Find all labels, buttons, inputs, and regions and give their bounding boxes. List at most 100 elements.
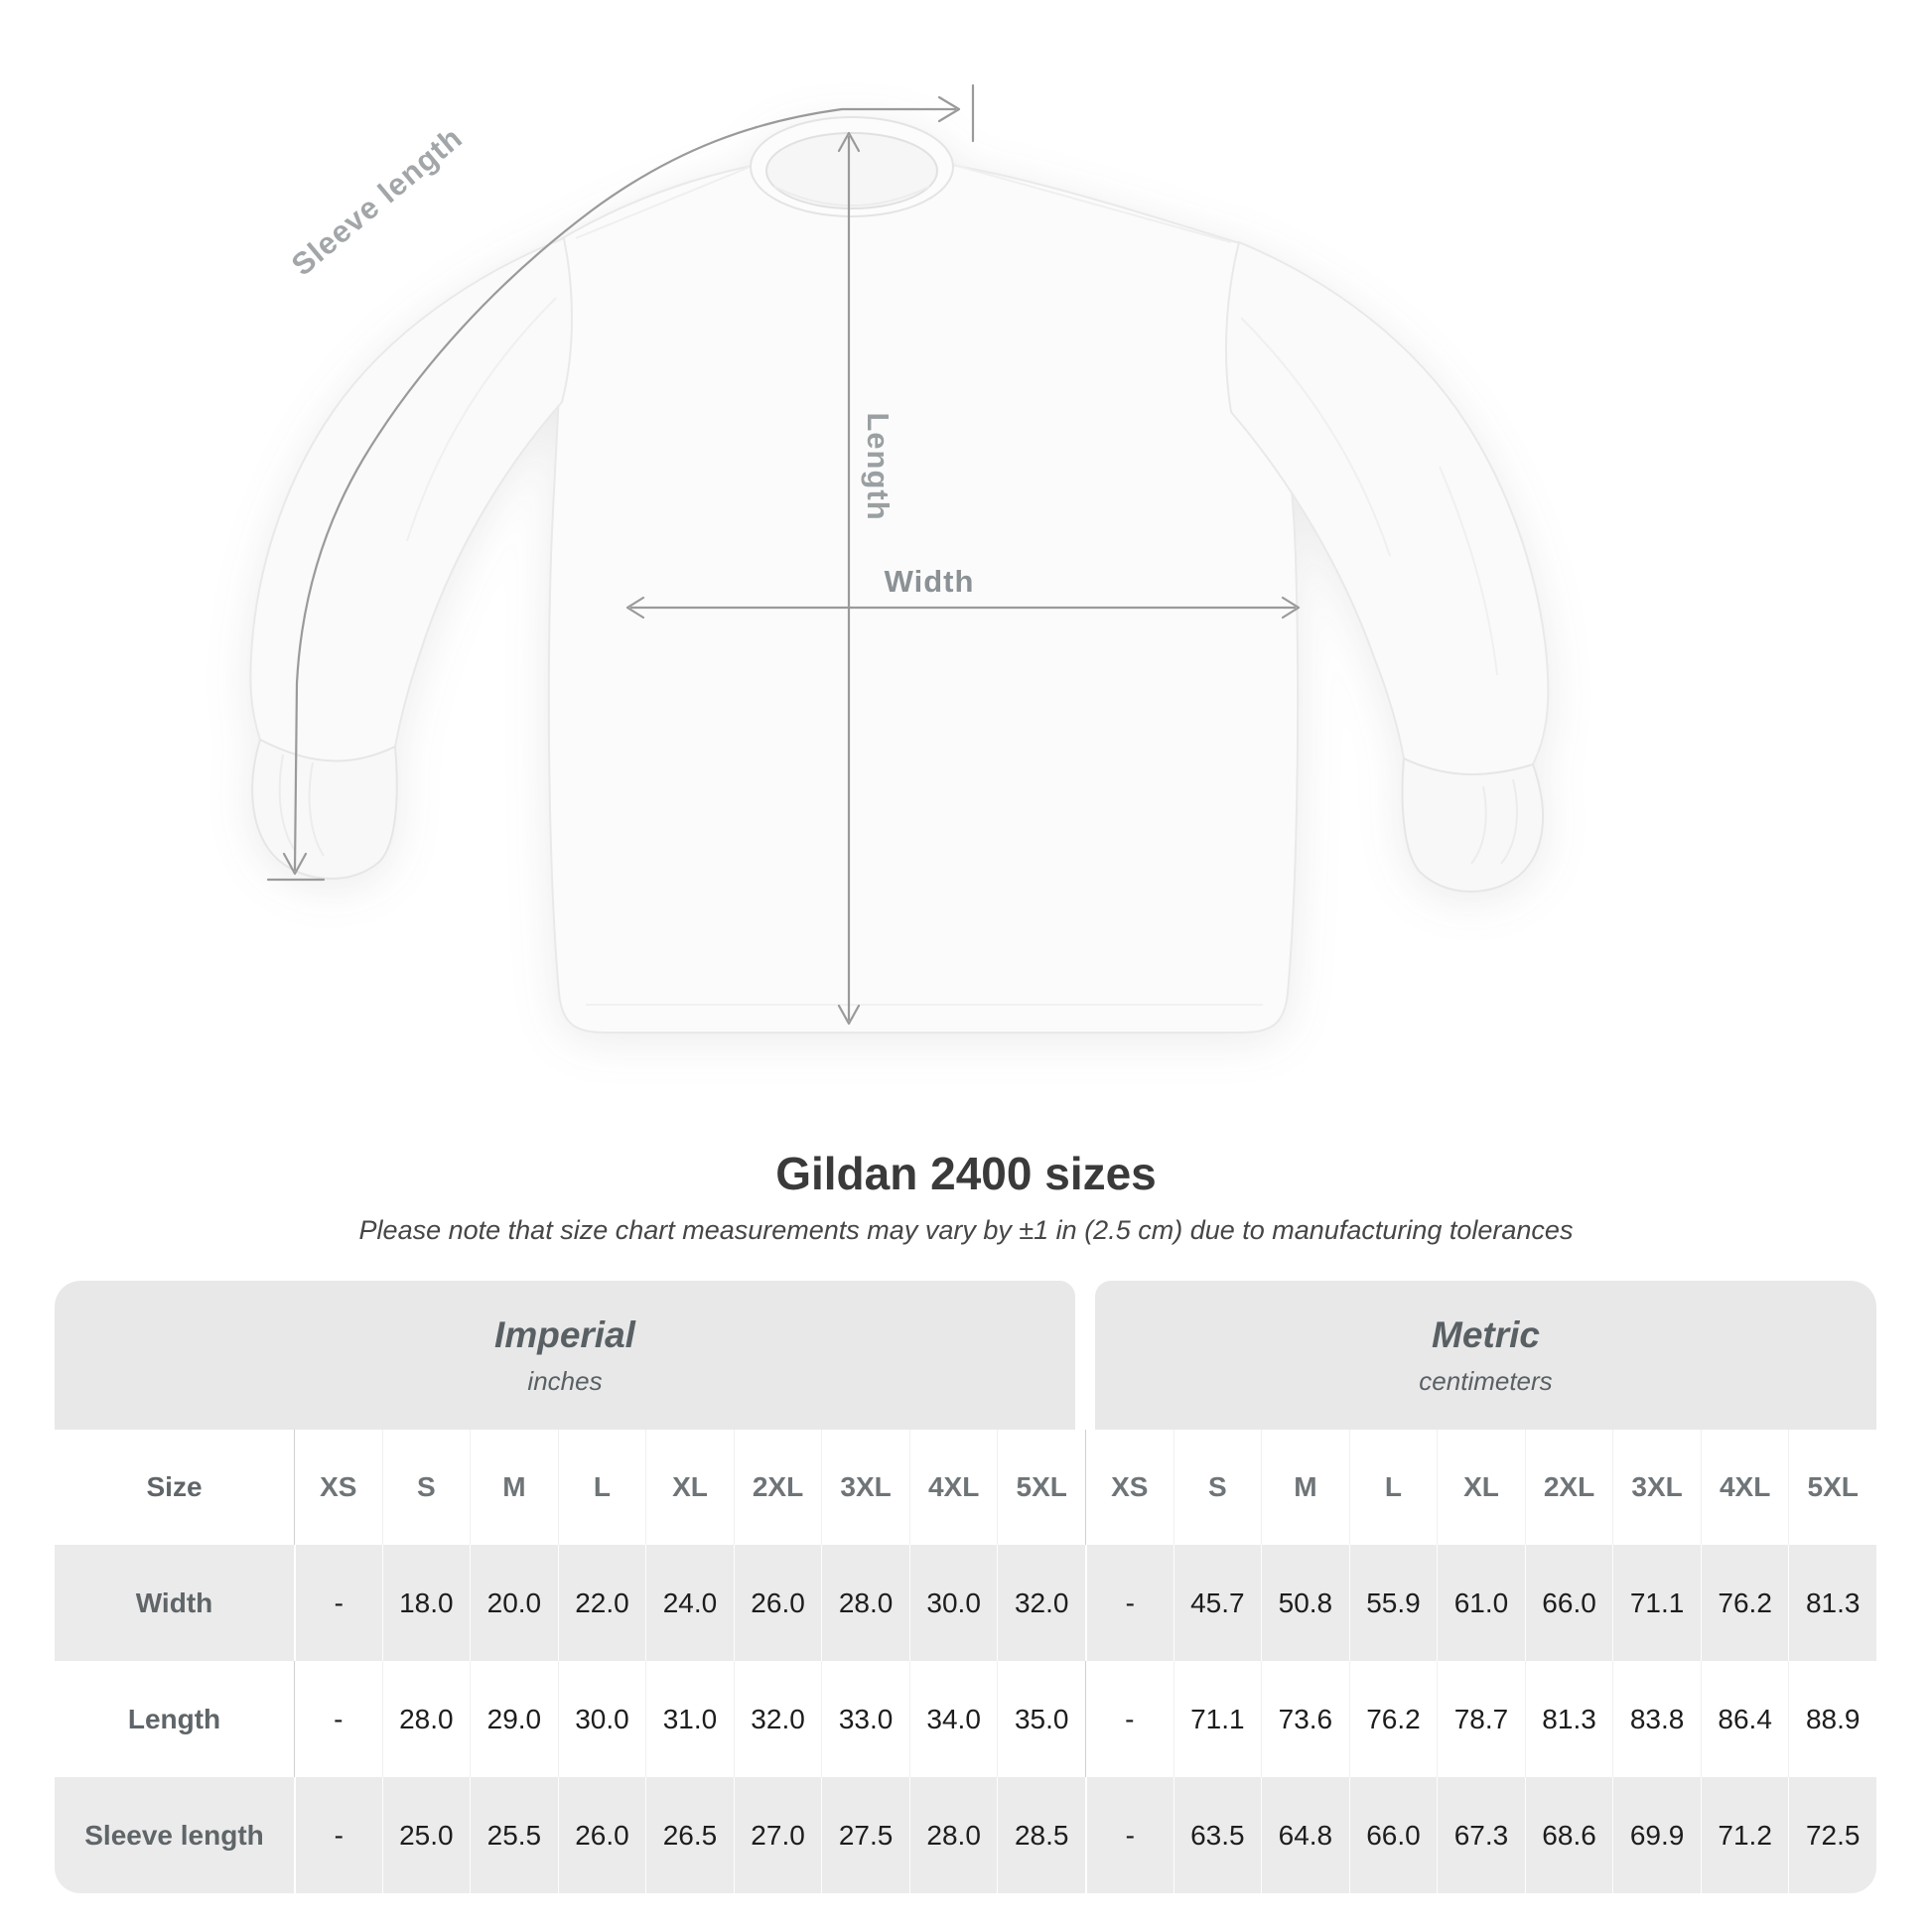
size-col-header: M bbox=[470, 1430, 558, 1545]
collar-opening bbox=[765, 132, 938, 209]
table-cell: 28.5 bbox=[997, 1777, 1085, 1893]
table-cell: 35.0 bbox=[997, 1661, 1085, 1777]
arrow-up-icon bbox=[837, 131, 861, 153]
table-cell: 24.0 bbox=[645, 1545, 734, 1661]
left-cuff-ribs bbox=[278, 754, 325, 857]
arrow-left-icon bbox=[625, 596, 645, 620]
size-table: Imperial inches Metric centimeters Size … bbox=[55, 1281, 1876, 1893]
size-header-label: Size bbox=[146, 1471, 203, 1502]
row-label: Sleeve length bbox=[84, 1819, 264, 1851]
table-cell: 29.0 bbox=[470, 1661, 558, 1777]
table-cell: 22.0 bbox=[557, 1545, 646, 1661]
row-label: Width bbox=[135, 1587, 213, 1618]
table-cell: 71.2 bbox=[1700, 1777, 1789, 1893]
table-cell: 66.0 bbox=[1348, 1777, 1438, 1893]
imperial-header: Imperial inches bbox=[55, 1281, 1075, 1430]
left-sleeve-fold bbox=[406, 297, 557, 542]
table-cell: 81.3 bbox=[1788, 1545, 1876, 1661]
table-cell: - bbox=[1085, 1661, 1173, 1777]
imperial-title: Imperial bbox=[494, 1313, 635, 1355]
size-col-header: 2XL bbox=[1524, 1430, 1613, 1545]
table-row-length: Length - 28.0 29.0 30.0 31.0 32.0 33.0 3… bbox=[55, 1661, 1876, 1777]
table-cell: 83.8 bbox=[1612, 1661, 1701, 1777]
table-cell: 63.5 bbox=[1173, 1777, 1262, 1893]
shoulder-seams bbox=[575, 160, 1232, 243]
shirt-diagram-svg bbox=[249, 83, 1550, 1034]
unit-header-row: Imperial inches Metric centimeters bbox=[55, 1281, 1876, 1430]
table-cell: 27.5 bbox=[821, 1777, 909, 1893]
size-col-header: XL bbox=[1437, 1430, 1525, 1545]
imperial-subtitle: inches bbox=[527, 1365, 603, 1396]
sleeve-length-line bbox=[266, 83, 975, 882]
table-cell: 81.3 bbox=[1524, 1661, 1613, 1777]
table-cell: - bbox=[294, 1545, 382, 1661]
table-cell: 72.5 bbox=[1788, 1777, 1876, 1893]
table-cell: 30.0 bbox=[557, 1661, 646, 1777]
arrow-right-icon bbox=[1281, 596, 1301, 620]
measurement-lines bbox=[266, 83, 1301, 1026]
table-cell: 68.6 bbox=[1524, 1777, 1613, 1893]
metric-header: Metric centimeters bbox=[1095, 1281, 1876, 1430]
size-col-header: 5XL bbox=[997, 1430, 1085, 1545]
metric-subtitle: centimeters bbox=[1419, 1365, 1553, 1396]
table-cell: 55.9 bbox=[1348, 1545, 1438, 1661]
table-cell: - bbox=[294, 1777, 382, 1893]
table-cell: 28.0 bbox=[381, 1661, 471, 1777]
shirt-measurement-diagram: Sleeve length Length Width bbox=[249, 83, 1550, 1034]
table-cell: 26.0 bbox=[557, 1777, 646, 1893]
size-col-header: 3XL bbox=[1612, 1430, 1701, 1545]
table-cell: 76.2 bbox=[1348, 1661, 1438, 1777]
table-row-width: Width - 18.0 20.0 22.0 24.0 26.0 28.0 30… bbox=[55, 1545, 1876, 1661]
long-sleeve-shirt bbox=[249, 116, 1550, 1034]
table-cell: 73.6 bbox=[1261, 1661, 1349, 1777]
size-col-header: M bbox=[1261, 1430, 1349, 1545]
table-cell: 64.8 bbox=[1261, 1777, 1349, 1893]
table-cell: - bbox=[1085, 1777, 1173, 1893]
table-cell: 71.1 bbox=[1612, 1545, 1701, 1661]
table-cell: - bbox=[1085, 1545, 1173, 1661]
size-col-header: 4XL bbox=[908, 1430, 998, 1545]
table-cell: 88.9 bbox=[1788, 1661, 1876, 1777]
size-col-header: XS bbox=[294, 1430, 382, 1545]
table-cell: 45.7 bbox=[1173, 1545, 1262, 1661]
table-cell: 50.8 bbox=[1261, 1545, 1349, 1661]
collar-shadow bbox=[773, 186, 930, 207]
page-title: Gildan 2400 sizes bbox=[775, 1148, 1157, 1199]
size-col-header: XL bbox=[645, 1430, 734, 1545]
table-cell: 66.0 bbox=[1524, 1545, 1613, 1661]
shirt-right-cuff bbox=[1401, 757, 1545, 893]
table-cell: 34.0 bbox=[908, 1661, 998, 1777]
table-cell: 69.9 bbox=[1612, 1777, 1701, 1893]
table-cell: 26.5 bbox=[645, 1777, 734, 1893]
tolerance-note: Please note that size chart measurements… bbox=[358, 1215, 1574, 1245]
size-col-header: 2XL bbox=[733, 1430, 822, 1545]
arrow-right-icon bbox=[937, 95, 961, 123]
table-cell: 28.0 bbox=[908, 1777, 998, 1893]
table-cell: 86.4 bbox=[1700, 1661, 1789, 1777]
shirt-left-cuff bbox=[251, 738, 398, 880]
width-label: Width bbox=[884, 564, 975, 599]
width-line bbox=[625, 596, 1301, 620]
table-cell: 71.1 bbox=[1173, 1661, 1262, 1777]
metric-title: Metric bbox=[1432, 1313, 1540, 1355]
table-cell: 30.0 bbox=[908, 1545, 998, 1661]
right-sleeve-folds bbox=[1240, 317, 1498, 676]
size-col-header: L bbox=[1348, 1430, 1438, 1545]
shirt-left-sleeve bbox=[249, 236, 573, 764]
table-cell: 27.0 bbox=[733, 1777, 822, 1893]
table-cell: 67.3 bbox=[1437, 1777, 1525, 1893]
size-header-row: Size XS S M L XL 2XL 3XL 4XL 5XL XS S M … bbox=[55, 1430, 1876, 1545]
table-cell: 61.0 bbox=[1437, 1545, 1525, 1661]
size-col-header: 5XL bbox=[1788, 1430, 1876, 1545]
right-cuff-ribs bbox=[1470, 778, 1518, 865]
size-col-header: 3XL bbox=[821, 1430, 909, 1545]
arrow-down-icon bbox=[837, 1004, 861, 1026]
size-col-header: XS bbox=[1085, 1430, 1173, 1545]
table-cell: 33.0 bbox=[821, 1661, 909, 1777]
size-col-header: L bbox=[557, 1430, 646, 1545]
table-cell: - bbox=[294, 1661, 382, 1777]
table-cell: 25.0 bbox=[381, 1777, 471, 1893]
size-col-header: S bbox=[381, 1430, 471, 1545]
table-cell: 25.5 bbox=[470, 1777, 558, 1893]
table-cell: 28.0 bbox=[821, 1545, 909, 1661]
